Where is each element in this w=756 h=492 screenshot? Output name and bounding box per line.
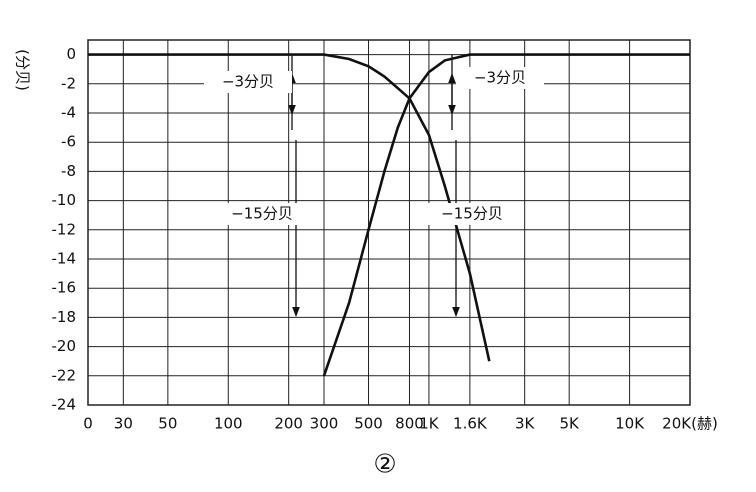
y-tick-label: -12 — [52, 220, 77, 238]
x-tick-label: 10K — [615, 415, 645, 433]
x-origin-label: 0 — [83, 415, 93, 433]
annotation-bg — [428, 203, 516, 225]
caption: ② — [373, 450, 396, 480]
x-tick-label: 200 — [274, 415, 303, 433]
annotation: −3分贝 — [222, 73, 274, 91]
annotation-bg — [218, 203, 306, 225]
annotation: −15分贝 — [231, 205, 293, 223]
y-tick-label: -2 — [61, 74, 76, 92]
y-tick-label: 0 — [66, 45, 76, 63]
y-tick-label: -18 — [52, 308, 77, 326]
x-tick-label: 300 — [310, 415, 339, 433]
annotation-bg — [456, 67, 544, 89]
x-tick-label: 3K — [515, 415, 536, 433]
annotations: −3分贝 −3分贝 −15分贝 −15分贝 — [204, 67, 544, 225]
y-tick-label: -6 — [61, 133, 76, 151]
x-tick-label: 500 — [354, 415, 383, 433]
x-tick-label: 1K — [419, 415, 440, 433]
arrows — [288, 55, 460, 318]
x-tick-label: 20K(赫) — [662, 415, 718, 433]
x-tick-label: 30 — [114, 415, 133, 433]
y-axis-label: (分贝) — [14, 49, 32, 91]
y-tick-label: -4 — [61, 104, 76, 122]
y-tick-label: -20 — [52, 337, 77, 355]
x-tick-label: 5K — [559, 415, 580, 433]
x-tick-label: 1.6K — [453, 415, 488, 433]
y-tick-label: -14 — [52, 250, 77, 268]
y-tick-label: -10 — [52, 191, 77, 209]
annotation: −3分贝 — [474, 69, 526, 87]
curve — [322, 53, 690, 377]
x-tick-label: 800 — [395, 415, 424, 433]
x-tick-label: 100 — [214, 415, 243, 433]
annotation: −15分贝 — [441, 205, 503, 223]
y-tick-label: -22 — [52, 366, 77, 384]
curve — [88, 53, 491, 362]
y-tick-label: -8 — [61, 162, 76, 180]
x-tick-label: 50 — [158, 415, 177, 433]
y-tick-label: -16 — [52, 279, 77, 297]
annotation-bg — [204, 71, 292, 93]
y-tick-label: -24 — [52, 396, 77, 414]
plot-frame — [87, 39, 691, 406]
